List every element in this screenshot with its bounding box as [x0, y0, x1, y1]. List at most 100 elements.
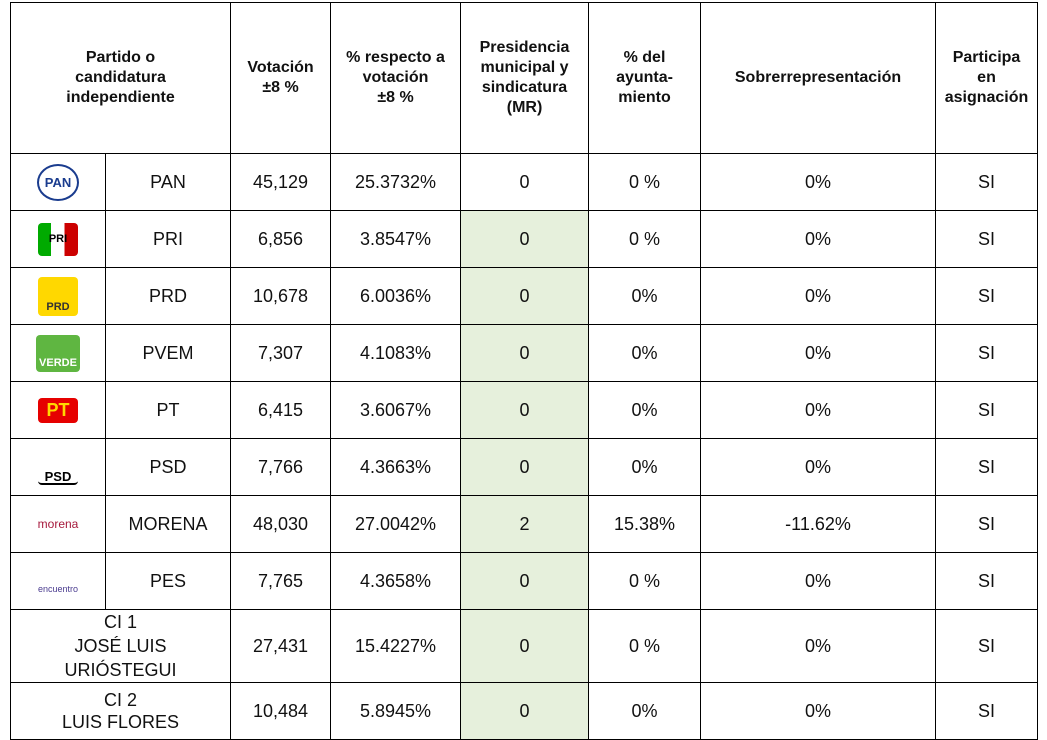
- participa-cell: SI: [935, 267, 1039, 325]
- participa-cell: SI: [935, 381, 1039, 439]
- pct-cell: 4.3658%: [330, 552, 462, 610]
- participa-cell: SI: [935, 682, 1039, 740]
- table-row: morena MORENA 48,030 27.0042% 2 15.38% -11.62%…: [10, 495, 1039, 553]
- participa-cell: SI: [935, 609, 1039, 683]
- votes-cell: 10,484: [230, 682, 332, 740]
- party-cell: PT: [104, 381, 232, 439]
- mr-cell: 0: [460, 153, 590, 211]
- logo-cell: VERDE: [10, 324, 106, 382]
- participa-cell: SI: [935, 438, 1039, 496]
- mr-cell: 0: [460, 438, 590, 496]
- ayunt-cell: 0 %: [588, 609, 702, 683]
- logo-cell: morena: [10, 495, 106, 553]
- mr-cell: 0: [460, 267, 590, 325]
- party-cell: CI 2 LUIS FLORES: [9, 682, 232, 740]
- pct-cell: 6.0036%: [330, 267, 462, 325]
- header-cell: Votación ±8 %: [230, 2, 332, 154]
- header-cell: Sobrerrepresentación: [700, 2, 937, 154]
- votes-cell: 27,431: [230, 609, 332, 683]
- pct-cell: 25.3732%: [330, 153, 462, 211]
- table-row: encuentro PES 7,765 4.3658% 0 0 % 0% SI: [10, 552, 1039, 610]
- votes-cell: 7,765: [230, 552, 332, 610]
- sobre-cell: 0%: [700, 381, 937, 439]
- header-cell: % respecto a votación ±8 %: [330, 2, 462, 154]
- votes-cell: 48,030: [230, 495, 332, 553]
- votes-cell: 7,307: [230, 324, 332, 382]
- table-row: PT PT 6,415 3.6067% 0 0% 0% SI: [10, 381, 1039, 439]
- results-table: Partido o candidatura independiente Votac…: [9, 2, 1039, 740]
- votes-cell: 10,678: [230, 267, 332, 325]
- votes-cell: 7,766: [230, 438, 332, 496]
- sobre-cell: 0%: [700, 324, 937, 382]
- pct-cell: 4.1083%: [330, 324, 462, 382]
- header-cell: Partido o candidatura independiente: [9, 2, 232, 154]
- mr-cell: 0: [460, 682, 590, 740]
- party-cell: PVEM: [104, 324, 232, 382]
- votes-cell: 6,856: [230, 210, 332, 268]
- pct-cell: 3.8547%: [330, 210, 462, 268]
- party-logo: PT: [38, 397, 78, 423]
- ayunt-cell: 0 %: [588, 552, 702, 610]
- mr-cell: 0: [460, 609, 590, 683]
- header-row: Partido o candidatura independiente Votac…: [9, 2, 1039, 154]
- votes-cell: 6,415: [230, 381, 332, 439]
- ayunt-cell: 0 %: [588, 210, 702, 268]
- sobre-cell: 0%: [700, 438, 937, 496]
- sobre-cell: 0%: [700, 552, 937, 610]
- party-logo: PAN: [37, 163, 79, 201]
- logo-cell: encuentro: [10, 552, 106, 610]
- ayunt-cell: 0%: [588, 267, 702, 325]
- sobre-cell: -11.62%: [700, 495, 937, 553]
- ayunt-cell: 0%: [588, 324, 702, 382]
- party-cell: PRI: [104, 210, 232, 268]
- page: Partido o candidatura independiente Votac…: [9, 2, 1039, 740]
- logo-cell: PRD: [10, 267, 106, 325]
- logo-cell: PT: [10, 381, 106, 439]
- sobre-cell: 0%: [700, 267, 937, 325]
- participa-cell: SI: [935, 495, 1039, 553]
- participa-cell: SI: [935, 552, 1039, 610]
- sobre-cell: 0%: [700, 210, 937, 268]
- mr-cell: 0: [460, 381, 590, 439]
- party-cell: PAN: [104, 153, 232, 211]
- sobre-cell: 0%: [700, 682, 937, 740]
- table-row: CI 1 JOSÉ LUIS URIÓSTEGUI 27,431 15.4227% 0…: [9, 609, 1039, 683]
- mr-cell: 0: [460, 552, 590, 610]
- table-row: CI 2 LUIS FLORES 10,484 5.8945% 0 0% 0% SI: [9, 682, 1039, 740]
- table-row: PRD PRD 10,678 6.0036% 0 0% 0% SI: [10, 267, 1039, 325]
- party-logo: morena: [37, 516, 79, 531]
- votes-cell: 45,129: [230, 153, 332, 211]
- party-cell: PSD: [104, 438, 232, 496]
- party-logo: encuentro: [37, 583, 79, 594]
- mr-cell: 0: [460, 210, 590, 268]
- table-row: VERDE PVEM 7,307 4.1083% 0 0% 0% SI: [10, 324, 1039, 382]
- pct-cell: 3.6067%: [330, 381, 462, 439]
- party-logo: PRD: [38, 276, 78, 316]
- logo-cell: PAN: [10, 153, 106, 211]
- pct-cell: 5.8945%: [330, 682, 462, 740]
- table-row: PSD PSD 7,766 4.3663% 0 0% 0% SI: [10, 438, 1039, 496]
- party-logo: PSD: [38, 447, 78, 485]
- party-cell: PRD: [104, 267, 232, 325]
- participa-cell: SI: [935, 210, 1039, 268]
- party-logo: PRI: [38, 222, 78, 256]
- party-cell: CI 1 JOSÉ LUIS URIÓSTEGUI: [9, 609, 232, 683]
- header-cell: Participa en asignación: [935, 2, 1039, 154]
- participa-cell: SI: [935, 153, 1039, 211]
- ayunt-cell: 0%: [588, 381, 702, 439]
- logo-cell: PRI: [10, 210, 106, 268]
- table-body: PAN PAN 45,129 25.3732% 0 0 % 0% SI PRI PRI 6,856 3…: [9, 153, 1039, 740]
- pct-cell: 27.0042%: [330, 495, 462, 553]
- mr-cell: 2: [460, 495, 590, 553]
- mr-cell: 0: [460, 324, 590, 382]
- ayunt-cell: 0%: [588, 682, 702, 740]
- sobre-cell: 0%: [700, 609, 937, 683]
- table-row: PRI PRI 6,856 3.8547% 0 0 % 0% SI: [10, 210, 1039, 268]
- table-row: PAN PAN 45,129 25.3732% 0 0 % 0% SI: [10, 153, 1039, 211]
- sobre-cell: 0%: [700, 153, 937, 211]
- pct-cell: 4.3663%: [330, 438, 462, 496]
- ayunt-cell: 15.38%: [588, 495, 702, 553]
- header-cell: % del ayunta- miento: [588, 2, 702, 154]
- party-cell: MORENA: [104, 495, 232, 553]
- ayunt-cell: 0 %: [588, 153, 702, 211]
